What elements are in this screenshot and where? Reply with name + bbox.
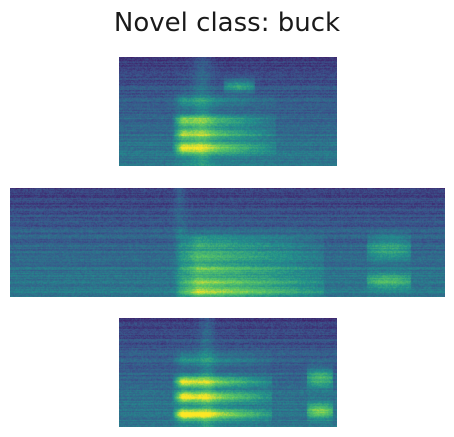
spectrogram-top (119, 57, 337, 166)
spectrogram-middle (10, 188, 445, 297)
figure-title: Novel class: buck (113, 8, 341, 38)
spectrogram-bottom (119, 318, 337, 427)
